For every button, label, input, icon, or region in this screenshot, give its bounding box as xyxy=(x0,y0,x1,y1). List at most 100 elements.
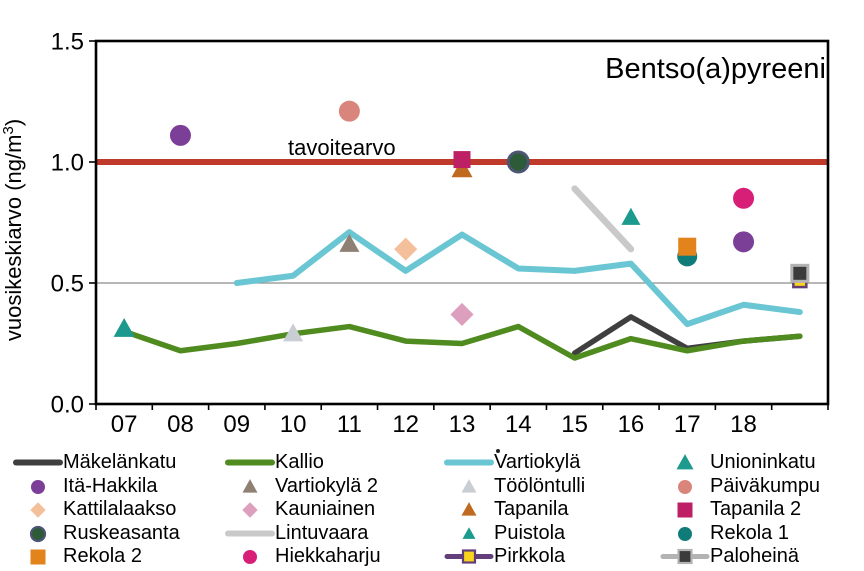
legend-item-it-hakkila: Itä-Hakkila xyxy=(13,475,225,498)
marker-vartiokyl-2 xyxy=(339,233,360,252)
marker-it-hakkila xyxy=(169,124,191,146)
legend-item-p-iv-kumpu: Päiväkumpu xyxy=(660,475,864,498)
legend-marker-shape xyxy=(242,502,258,518)
y-tick-label: 1.0 xyxy=(51,149,84,176)
legend-item-kattilalaakso: Kattilalaakso xyxy=(13,498,225,521)
legend-label-kattilalaakso: Kattilalaakso xyxy=(63,498,177,521)
y-tick-label: 0.0 xyxy=(51,391,84,418)
marker-rekola-2 xyxy=(678,237,697,256)
legend-item-vartiokyl: Vartiokylä xyxy=(444,451,660,474)
legend-label-kauniainen: Kauniainen xyxy=(275,498,376,521)
x-tick-label: 10 xyxy=(280,411,307,438)
series-line-vartiokyl xyxy=(233,229,803,328)
legend-item-tapanila-2: Tapanila 2 xyxy=(660,498,864,521)
p-iv-kumpu-legend-circle-icon xyxy=(660,475,710,498)
legend-label-unioninkatu: Unioninkatu xyxy=(710,451,816,474)
lintuvaara-legend-line-icon xyxy=(225,522,275,545)
y-tick-label: 1.5 xyxy=(51,28,84,55)
legend-marker-shape xyxy=(462,526,476,539)
legend-label-vartiokyl-2: Vartiokylä 2 xyxy=(275,474,379,497)
legend-label-ruskeasanta: Ruskeasanta xyxy=(63,521,180,544)
marker-tapanila-2 xyxy=(453,151,471,169)
x-tick-label: 15 xyxy=(561,411,588,438)
legend-marker-shape xyxy=(676,454,694,470)
series-line-lintuvaara xyxy=(571,185,635,253)
kauniainen-legend-diamond-icon xyxy=(225,498,275,521)
marker-palohein xyxy=(790,263,810,283)
legend-item-rekola-2: Rekola 2 xyxy=(13,545,225,568)
x-tick-label: 07 xyxy=(111,411,138,438)
legend-label-palohein: Paloheinä xyxy=(710,545,799,568)
legend-label-lintuvaara: Lintuvaara xyxy=(275,521,369,544)
tapanila-2-legend-square-icon xyxy=(660,498,710,521)
legend-marker-shape xyxy=(31,479,45,494)
legend-marker-shape xyxy=(30,549,46,565)
legend-label-rekola-1: Rekola 1 xyxy=(710,521,789,544)
pirkkola-legend-square-icon xyxy=(444,545,494,568)
ruskeasanta-legend-circle-icon xyxy=(13,522,63,545)
legend-label-it-hakkila: Itä-Hakkila xyxy=(63,474,158,497)
legend-item-unioninkatu: Unioninkatu xyxy=(660,451,864,474)
y-tick-label: 0.5 xyxy=(51,270,84,297)
rekola-2-legend-square-icon xyxy=(13,545,63,568)
tapanila-legend-triangle-icon xyxy=(444,498,494,521)
legend-item-t-l-ntulli: Töölöntulli xyxy=(444,475,660,498)
marker-puistola xyxy=(621,207,641,225)
legend-marker-shape xyxy=(678,526,692,541)
legend-item-hiekkaharju: Hiekkaharju xyxy=(225,545,444,568)
legend-item-pirkkola: Pirkkola xyxy=(444,545,660,568)
legend-item-vartiokyl-2: Vartiokylä 2 xyxy=(225,475,444,498)
legend-marker-shape xyxy=(677,502,693,518)
legend-marker-shape xyxy=(678,479,692,494)
marker-hiekkaharju xyxy=(733,187,755,209)
x-tick-label: 08 xyxy=(167,411,194,438)
legend-marker-shape xyxy=(30,502,46,518)
kallio-legend-line-icon xyxy=(225,451,275,474)
puistola-legend-triangle-icon xyxy=(444,522,494,545)
legend-label-p-iv-kumpu: Päiväkumpu xyxy=(710,474,821,497)
legend-label-pirkkola: Pirkkola xyxy=(494,545,566,568)
legend-label-vartiokyl: Vartiokylä xyxy=(494,451,581,474)
x-tick-label: 11 xyxy=(337,411,362,438)
legend-marker-shape xyxy=(461,549,477,564)
x-tick-label: 17 xyxy=(674,411,701,438)
legend-marker-shape xyxy=(461,478,477,493)
marker-ruskeasanta xyxy=(506,150,530,174)
x-tick-label: 09 xyxy=(223,411,250,438)
y-axis-title: vuosikeskiarvo (ng/m3) xyxy=(0,119,26,341)
unioninkatu-legend-triangle-icon xyxy=(660,451,710,474)
rekola-1-legend-circle-icon xyxy=(660,522,710,545)
legend-marker-shape xyxy=(242,478,258,493)
legend-item-kauniainen: Kauniainen xyxy=(225,498,444,521)
legend-item-rekola-1: Rekola 1 xyxy=(660,522,864,545)
legend-item-lintuvaara: Lintuvaara xyxy=(225,522,444,545)
legend-item-tapanila: Tapanila xyxy=(444,498,660,521)
legend-label-hiekkaharju: Hiekkaharju xyxy=(275,545,381,568)
legend-marker-shape xyxy=(29,525,47,542)
legend-label-t-l-ntulli: Töölöntulli xyxy=(494,474,586,497)
chart-legend: Mäkelänkatu Kallio Vartiokylä Unioninkatu It… xyxy=(0,451,864,571)
legend-label-rekola-2: Rekola 2 xyxy=(63,545,142,568)
legend-item-puistola: Puistola xyxy=(444,522,660,545)
chart-plot-area: 0.0 0.5 1.0 1.5 07 08 09 10 11 12 13 14 15 16 17 18 Ben… xyxy=(0,28,830,438)
marker-it-hakkila xyxy=(733,231,755,253)
legend-label-m-kel-nkatu: Mäkelänkatu xyxy=(63,451,177,474)
hiekkaharju-legend-circle-icon xyxy=(225,545,275,568)
legend-label-puistola: Puistola xyxy=(494,521,566,544)
marker-kattilalaakso xyxy=(394,237,418,261)
kattilalaakso-legend-diamond-icon xyxy=(13,498,63,521)
legend-item-palohein: Paloheinä xyxy=(660,545,864,568)
x-tick-label: 13 xyxy=(449,411,476,438)
legend-label-tapanila-2: Tapanila 2 xyxy=(710,498,802,521)
marker-t-l-ntulli xyxy=(283,323,304,342)
plot-border xyxy=(94,39,830,406)
legend-marker-shape xyxy=(243,550,257,565)
series-line-kallio xyxy=(121,323,803,361)
t-l-ntulli-legend-triangle-icon xyxy=(444,475,494,498)
it-hakkila-legend-circle-icon xyxy=(13,475,63,498)
legend-item-ruskeasanta: Ruskeasanta xyxy=(13,522,225,545)
stray-dot xyxy=(496,449,500,453)
vartiokyl-2-legend-triangle-icon xyxy=(225,475,275,498)
m-kel-nkatu-legend-line-icon xyxy=(13,451,63,474)
